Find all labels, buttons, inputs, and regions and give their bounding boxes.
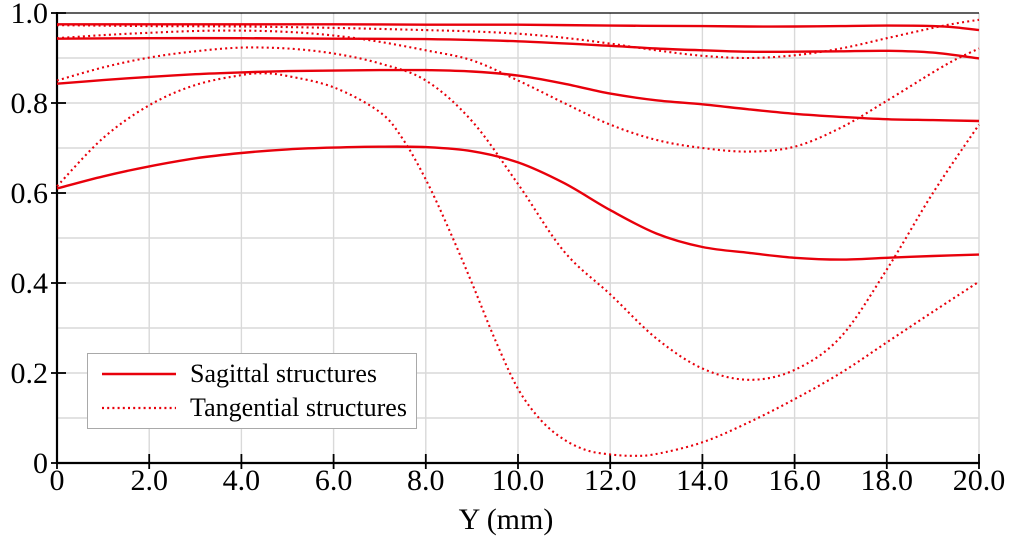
legend-box: Sagittal structures Tangential structure… — [87, 353, 417, 429]
y-tick-label: 0.8 — [11, 87, 49, 120]
legend-label-sagittal: Sagittal structures — [190, 359, 378, 388]
tangential-3-curve — [56, 46, 980, 381]
tangential-1-curve — [56, 18, 980, 60]
y-tick-label: 0 — [33, 447, 48, 480]
tangential-2-curve — [56, 29, 980, 153]
tangential-line-sample-icon — [102, 406, 176, 410]
x-tick-label: 16.0 — [768, 464, 821, 497]
x-tick-label: 0 — [50, 464, 65, 497]
x-tick-label: 10.0 — [492, 464, 545, 497]
x-tick-label: 14.0 — [676, 464, 729, 497]
y-tick-label: 0.2 — [11, 357, 49, 390]
x-tick-label: 12.0 — [584, 464, 637, 497]
legend-item-sagittal: Sagittal structures — [100, 358, 416, 390]
x-tick-label: 4.0 — [223, 464, 261, 497]
x-tick-label: 8.0 — [407, 464, 445, 497]
sagittal-1-curve — [56, 23, 980, 32]
x-tick-label: 20.0 — [953, 464, 1006, 497]
x-tick-label: 6.0 — [315, 464, 353, 497]
legend-item-tangential: Tangential structures — [100, 392, 416, 424]
x-tick-label: 18.0 — [861, 464, 914, 497]
x-tick-label: 2.0 — [130, 464, 168, 497]
sagittal-2-curve — [56, 36, 980, 60]
sagittal-4-curve — [56, 145, 980, 261]
y-tick-label: 0.4 — [11, 267, 49, 300]
legend-label-tangential: Tangential structures — [190, 393, 407, 422]
sagittal-line-sample-icon — [102, 372, 176, 376]
y-tick-label: 1.0 — [11, 0, 49, 30]
sagittal-3-curve — [56, 68, 980, 123]
x-axis-title: Y (mm) — [458, 503, 554, 536]
y-tick-label: 0.6 — [11, 177, 49, 210]
